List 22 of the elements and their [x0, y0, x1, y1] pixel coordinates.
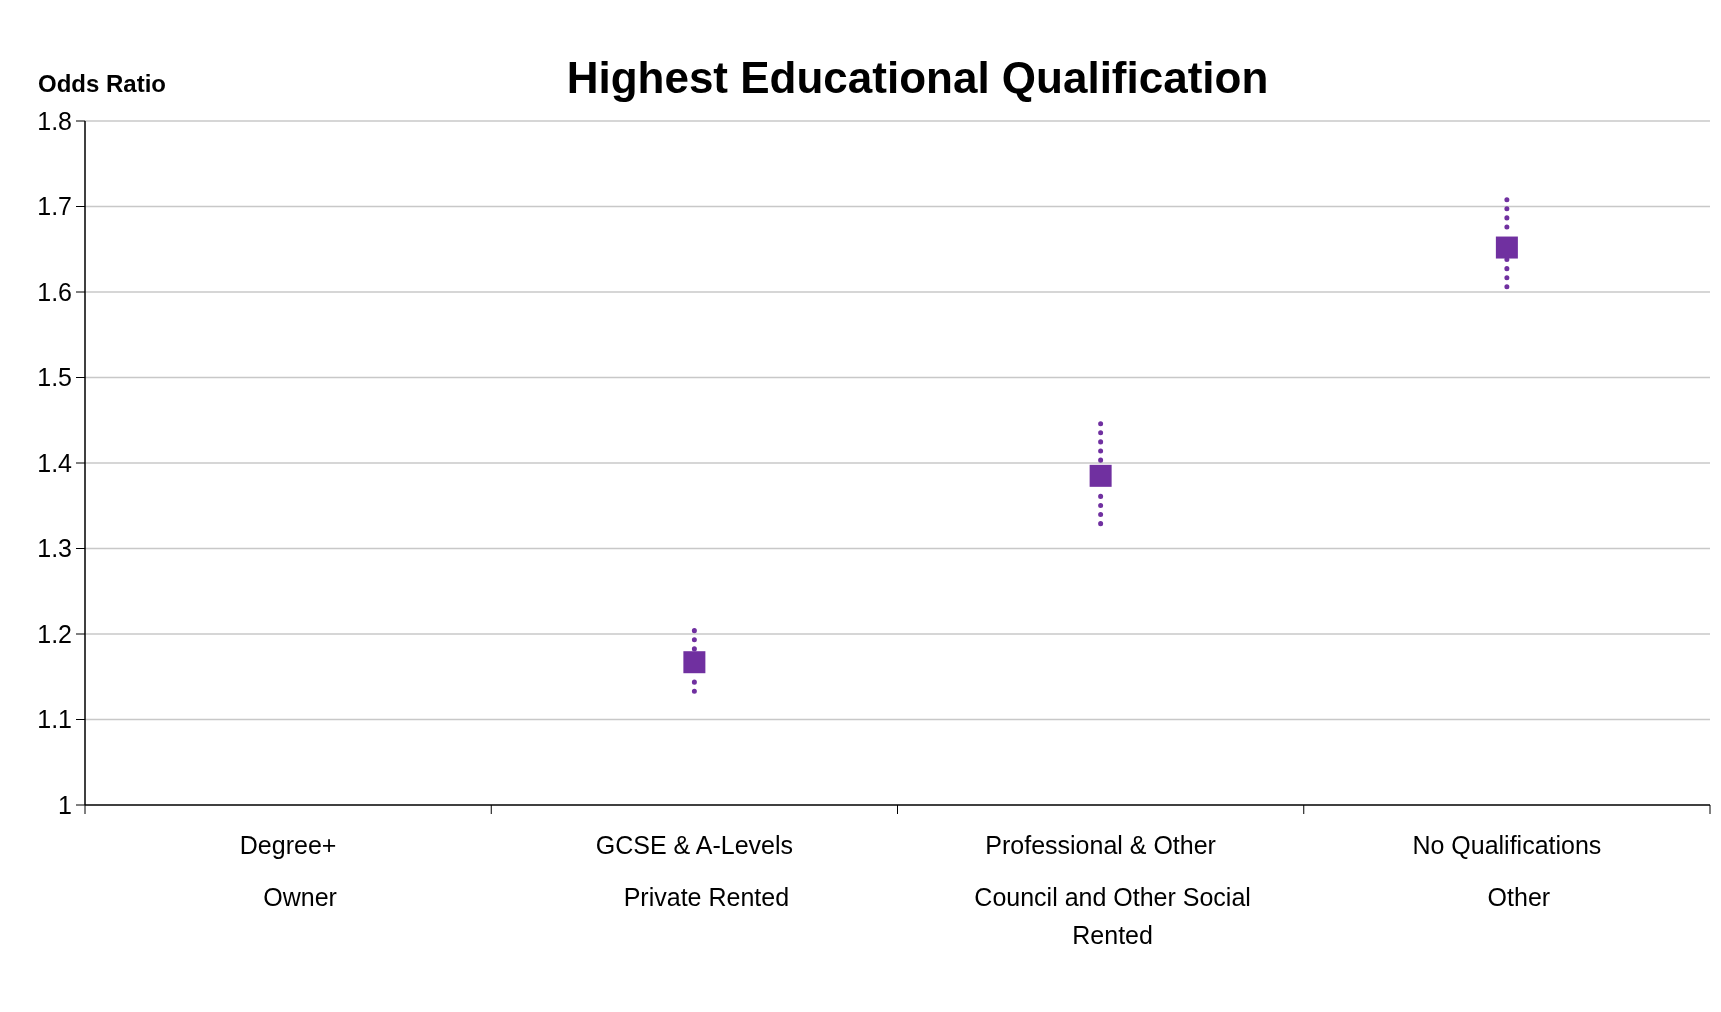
text: Owner: [263, 883, 337, 911]
y-tick-label: 1.6: [37, 277, 72, 306]
text: Private Rented: [623, 883, 790, 911]
text: Other: [1487, 883, 1551, 911]
point: [683, 651, 706, 674]
y-tick-label: 1.7: [37, 192, 72, 221]
point: [1495, 236, 1518, 259]
x-tick-label: GCSE & A-Levels: [595, 831, 794, 859]
y-tick-label: 1.4: [37, 448, 73, 477]
y-tick-label: 1.1: [37, 705, 72, 734]
y-axis-title: Odds Ratio: [38, 70, 167, 97]
x-tick-label: Professional & Other: [985, 831, 1216, 859]
x-tick-label: No Qualifications: [1412, 831, 1602, 859]
y-tick-label: 1: [58, 790, 72, 819]
y-tick-label: 1.8: [37, 106, 72, 135]
y-tick-label: 1.3: [37, 534, 72, 563]
y-tick-label: 1.2: [37, 619, 72, 648]
x-tick-label: Degree+: [239, 831, 337, 859]
chart-title: Highest Educational Qualification: [566, 53, 1269, 102]
y-tick-label: 1.5: [37, 363, 72, 392]
point: [1089, 464, 1112, 487]
text: Council and Other Social Rented: [974, 883, 1251, 949]
